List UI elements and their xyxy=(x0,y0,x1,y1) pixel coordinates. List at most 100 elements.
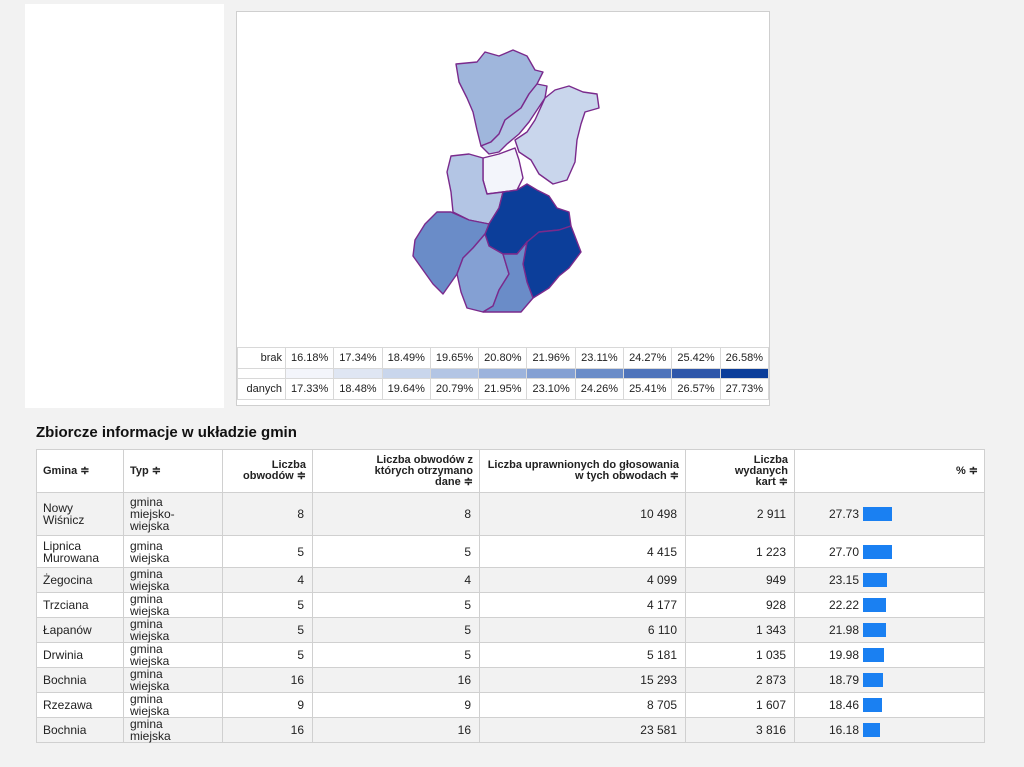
choropleth-map xyxy=(412,49,600,313)
pct-value: 19.98 xyxy=(829,648,860,662)
pct-value: 16.18 xyxy=(829,723,860,737)
cell-typ-text: gmina wiejska xyxy=(130,692,170,718)
legend-swatch xyxy=(574,368,625,379)
legend-swatch xyxy=(671,368,721,379)
legend-from-label: brak xyxy=(237,347,286,369)
cell-wydanych-kart: 1 607 xyxy=(685,692,795,718)
region-zegocina[interactable] xyxy=(482,241,534,313)
cell-liczba-obwodow: 9 xyxy=(222,692,313,718)
cell-typ: gmina miejsko-wiejska xyxy=(123,492,223,536)
legend-to-value: 24.26% xyxy=(574,378,625,400)
cell-gmina-text: Trzciana xyxy=(43,598,89,612)
cell-uprawnionych: 10 498 xyxy=(479,492,686,536)
cell-liczba-obwodow: 5 xyxy=(222,592,313,618)
cell-procent: 22.22 xyxy=(794,592,985,618)
legend-swatch-blank xyxy=(237,368,286,379)
cell-wydanych-kart: 928 xyxy=(685,592,795,618)
column-header-procent[interactable]: % ≑ xyxy=(794,449,985,493)
cell-wydanych-kart: 1 223 xyxy=(685,535,795,568)
legend-from-value: 17.34% xyxy=(333,347,383,369)
region-drwinia[interactable] xyxy=(514,85,600,185)
cell-gmina-text: Drwinia xyxy=(43,648,84,662)
pct-bar xyxy=(863,573,887,587)
legend-from-row: brak 16.18% 17.34% 18.49% 19.65% 20.80% … xyxy=(237,347,770,369)
cell-wydanych-kart: 2 873 xyxy=(685,667,795,693)
legend-swatch xyxy=(429,368,480,379)
table-row: Rzezawa gmina wiejska 9 9 8 705 1 607 18.46 xyxy=(36,692,985,718)
legend-to-value: 19.64% xyxy=(381,378,431,400)
cell-otrzymano-dane: 5 xyxy=(312,642,480,668)
cell-gmina: Żegocina xyxy=(36,567,124,593)
cell-wydanych-kart: 949 xyxy=(685,567,795,593)
region-strip-north[interactable] xyxy=(480,83,548,155)
cell-gmina: Rzezawa xyxy=(36,692,124,718)
cell-typ-text: gmina wiejska xyxy=(130,538,170,565)
column-header-otrzymano-dane[interactable]: Liczba obwodów z których otrzymano dane … xyxy=(312,449,480,493)
cell-gmina: Trzciana xyxy=(36,592,124,618)
cell-wydanych-kart: 2 911 xyxy=(685,492,795,536)
cell-procent: 27.73 xyxy=(794,492,985,536)
legend-swatch xyxy=(623,368,673,379)
table-row: Łapanów gmina wiejska 5 5 6 110 1 343 21.98 xyxy=(36,617,985,643)
legend-to-row: danych 17.33% 18.48% 19.64% 20.79% 21.95… xyxy=(237,378,770,400)
table-body: Nowy Wiśnicz gmina miejsko-wiejska 8 8 10 49… xyxy=(36,492,985,743)
column-header-wydanych-kart[interactable]: Liczba wydanych kart ≑ xyxy=(685,449,795,493)
cell-otrzymano-dane: 4 xyxy=(312,567,480,593)
column-header-liczba-obwodow[interactable]: Liczba obwodów ≑ xyxy=(222,449,313,493)
pct-wrap: 18.46 xyxy=(829,698,978,712)
cell-otrzymano-dane: 5 xyxy=(312,617,480,643)
column-header-otrzymano-dane-label: Liczba obwodów z których otrzymano dane … xyxy=(374,453,473,488)
cell-liczba-obwodow: 5 xyxy=(222,617,313,643)
cell-typ: gmina wiejska xyxy=(123,692,223,718)
region-bochnia-miasto[interactable] xyxy=(482,147,524,195)
pct-bar xyxy=(863,623,886,637)
cell-liczba-obwodow: 5 xyxy=(222,642,313,668)
cell-otrzymano-dane: 5 xyxy=(312,535,480,568)
pct-bar xyxy=(863,673,883,687)
column-header-uprawnionych[interactable]: Liczba uprawnionych do głosowania w tych… xyxy=(479,449,686,493)
legend-swatch xyxy=(381,368,431,379)
pct-value: 22.22 xyxy=(829,598,860,612)
cell-procent: 23.15 xyxy=(794,567,985,593)
legend-swatch xyxy=(284,368,335,379)
table-header-row: Gmina ≑ Typ ≑ Liczba obwodów ≑ Liczba ob… xyxy=(36,449,985,493)
gminy-table: Gmina ≑ Typ ≑ Liczba obwodów ≑ Liczba ob… xyxy=(36,449,985,743)
section-title: Zbiorcze informacje w układzie gmin xyxy=(36,424,297,441)
cell-liczba-obwodow: 5 xyxy=(222,535,313,568)
cell-uprawnionych: 4 177 xyxy=(479,592,686,618)
cell-liczba-obwodow: 4 xyxy=(222,567,313,593)
cell-gmina: Nowy Wiśnicz xyxy=(36,492,124,536)
cell-procent: 21.98 xyxy=(794,617,985,643)
cell-typ: gmina wiejska xyxy=(123,642,223,668)
cell-procent: 27.70 xyxy=(794,535,985,568)
cell-gmina-text: Bochnia xyxy=(43,673,87,687)
left-panel xyxy=(25,4,224,408)
pct-value: 27.73 xyxy=(829,507,860,521)
cell-procent: 18.46 xyxy=(794,692,985,718)
pct-wrap: 27.70 xyxy=(829,544,978,559)
cell-typ-text: gmina wiejska xyxy=(130,667,170,693)
cell-procent: 16.18 xyxy=(794,717,985,743)
table-row: Nowy Wiśnicz gmina miejsko-wiejska 8 8 10 49… xyxy=(36,492,985,536)
pct-bar xyxy=(863,698,882,712)
table-row: Drwinia gmina wiejska 5 5 5 181 1 035 19.98 xyxy=(36,642,985,668)
cell-typ: gmina wiejska xyxy=(123,535,223,568)
legend-from-value: 21.96% xyxy=(526,347,576,369)
cell-typ-text: gmina wiejska xyxy=(130,592,170,618)
table-row: Lipnica Murowana gmina wiejska 5 5 4 415 1 22… xyxy=(36,535,985,568)
pct-value: 23.15 xyxy=(829,573,860,587)
column-header-gmina[interactable]: Gmina ≑ xyxy=(36,449,124,493)
cell-wydanych-kart: 1 035 xyxy=(685,642,795,668)
cell-gmina-text: Nowy Wiśnicz xyxy=(43,501,85,527)
pct-value: 18.79 xyxy=(829,673,860,687)
pct-wrap: 16.18 xyxy=(829,723,978,737)
pct-bar xyxy=(863,544,892,559)
pct-bar xyxy=(863,723,880,737)
column-header-typ[interactable]: Typ ≑ xyxy=(123,449,223,493)
legend-to-value: 23.10% xyxy=(526,378,576,400)
cell-typ: gmina wiejska xyxy=(123,667,223,693)
cell-typ-text: gmina wiejska xyxy=(130,642,170,668)
cell-gmina-text: Bochnia xyxy=(43,723,87,737)
cell-otrzymano-dane: 5 xyxy=(312,592,480,618)
cell-uprawnionych: 23 581 xyxy=(479,717,686,743)
